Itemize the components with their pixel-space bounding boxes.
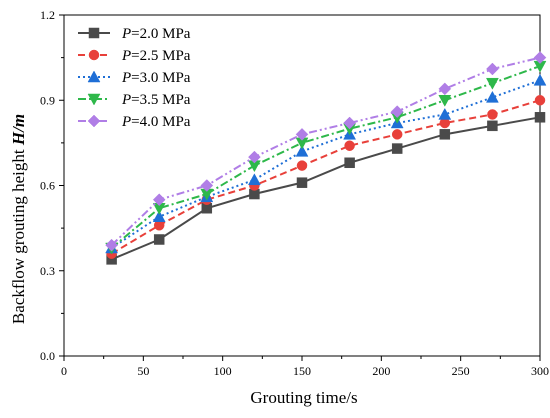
data-point [391,143,403,154]
legend-variable: P [121,26,131,42]
x-tick-label: 0 [61,364,67,378]
legend-label: P=2.5 MPa [121,48,191,64]
series-line [111,116,541,261]
data-point [487,120,498,132]
data-point [391,129,403,140]
series-line [110,56,541,246]
legend-value: =4.0 MPa [131,114,191,130]
x-axis-title: Grouting time/s [250,388,357,407]
legend-item: P=3.5 MPa [78,92,191,108]
data-point [105,238,118,252]
legend-value: =2.5 MPa [131,48,191,64]
data-point [153,234,165,245]
x-tick-label: 250 [452,364,470,378]
y-tick-label: 0.0 [40,349,55,363]
data-point [485,77,499,90]
legend-value: =3.5 MPa [131,92,191,108]
y-tick-label: 0.9 [40,93,55,107]
legend-variable: P [121,92,131,108]
series-3-5-mpa [105,60,547,255]
legend-item: P=2.5 MPa [78,48,191,64]
data-point [487,109,498,120]
y-axis-title-variable: H/m [9,114,28,146]
data-point [390,105,404,118]
data-point [534,112,546,123]
data-point [438,82,452,96]
x-tick-label: 300 [531,364,549,378]
data-point [438,107,452,120]
data-point [533,73,547,86]
data-point [533,51,547,64]
legend-item: P=3.0 MPa [78,70,191,86]
data-point [486,62,499,76]
legend-variable: P [121,70,131,86]
legend-variable: P [121,114,131,130]
legend-value: =2.0 MPa [131,26,191,42]
data-point [439,129,451,140]
legend-label: P=3.5 MPa [121,92,191,108]
series-line [111,99,541,255]
series-2-0-mpa [106,112,546,265]
legend-variable: P [121,48,131,64]
series-layer [105,51,547,265]
data-point [152,210,166,223]
data-point [296,160,308,171]
axis-ticks: 0 50 100 150 200 250 300 0.0 0.3 0.6 0.9 1.2 [40,8,549,378]
data-point [248,150,261,164]
legend-value: =3.0 MPa [131,70,191,86]
legend-label: P=3.0 MPa [121,70,191,86]
x-tick-label: 150 [293,364,311,378]
series-line [110,65,541,249]
legend-marker [88,27,100,39]
legend-item: P=2.0 MPa [78,26,191,42]
y-tick-label: 0.3 [40,264,55,278]
data-point [438,95,452,107]
data-point [296,177,308,188]
data-point [485,90,499,103]
data-point [534,95,546,106]
y-axis-title: Backflow grouting height H/m [9,114,28,324]
data-point [200,179,214,192]
data-point [344,140,355,151]
x-tick-label: 50 [137,364,149,378]
legend-marker [87,114,101,128]
data-point [344,157,355,169]
legend-item: P=4.0 MPa [78,114,191,130]
data-point [152,193,166,207]
legend-label: P=2.0 MPa [121,26,191,42]
y-tick-label: 1.2 [40,8,55,22]
legend-marker [87,70,101,83]
legend-marker [88,49,100,61]
legend-label: P=4.0 MPa [121,114,191,130]
x-tick-label: 200 [372,364,390,378]
data-point [247,173,261,186]
data-point [295,144,309,157]
data-point [343,116,356,130]
y-axis-title-prefix: Backflow grouting height [9,145,28,324]
y-tick-label: 0.6 [40,179,55,193]
x-tick-label: 100 [214,364,232,378]
series-4-0-mpa [105,51,547,252]
series-2-5-mpa [106,95,546,259]
legend-marker [87,93,101,106]
data-point [295,127,309,141]
